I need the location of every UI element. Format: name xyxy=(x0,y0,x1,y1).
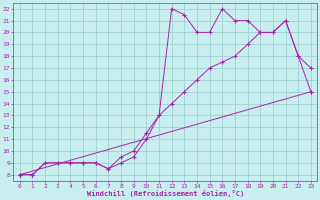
X-axis label: Windchill (Refroidissement éolien,°C): Windchill (Refroidissement éolien,°C) xyxy=(87,190,244,197)
